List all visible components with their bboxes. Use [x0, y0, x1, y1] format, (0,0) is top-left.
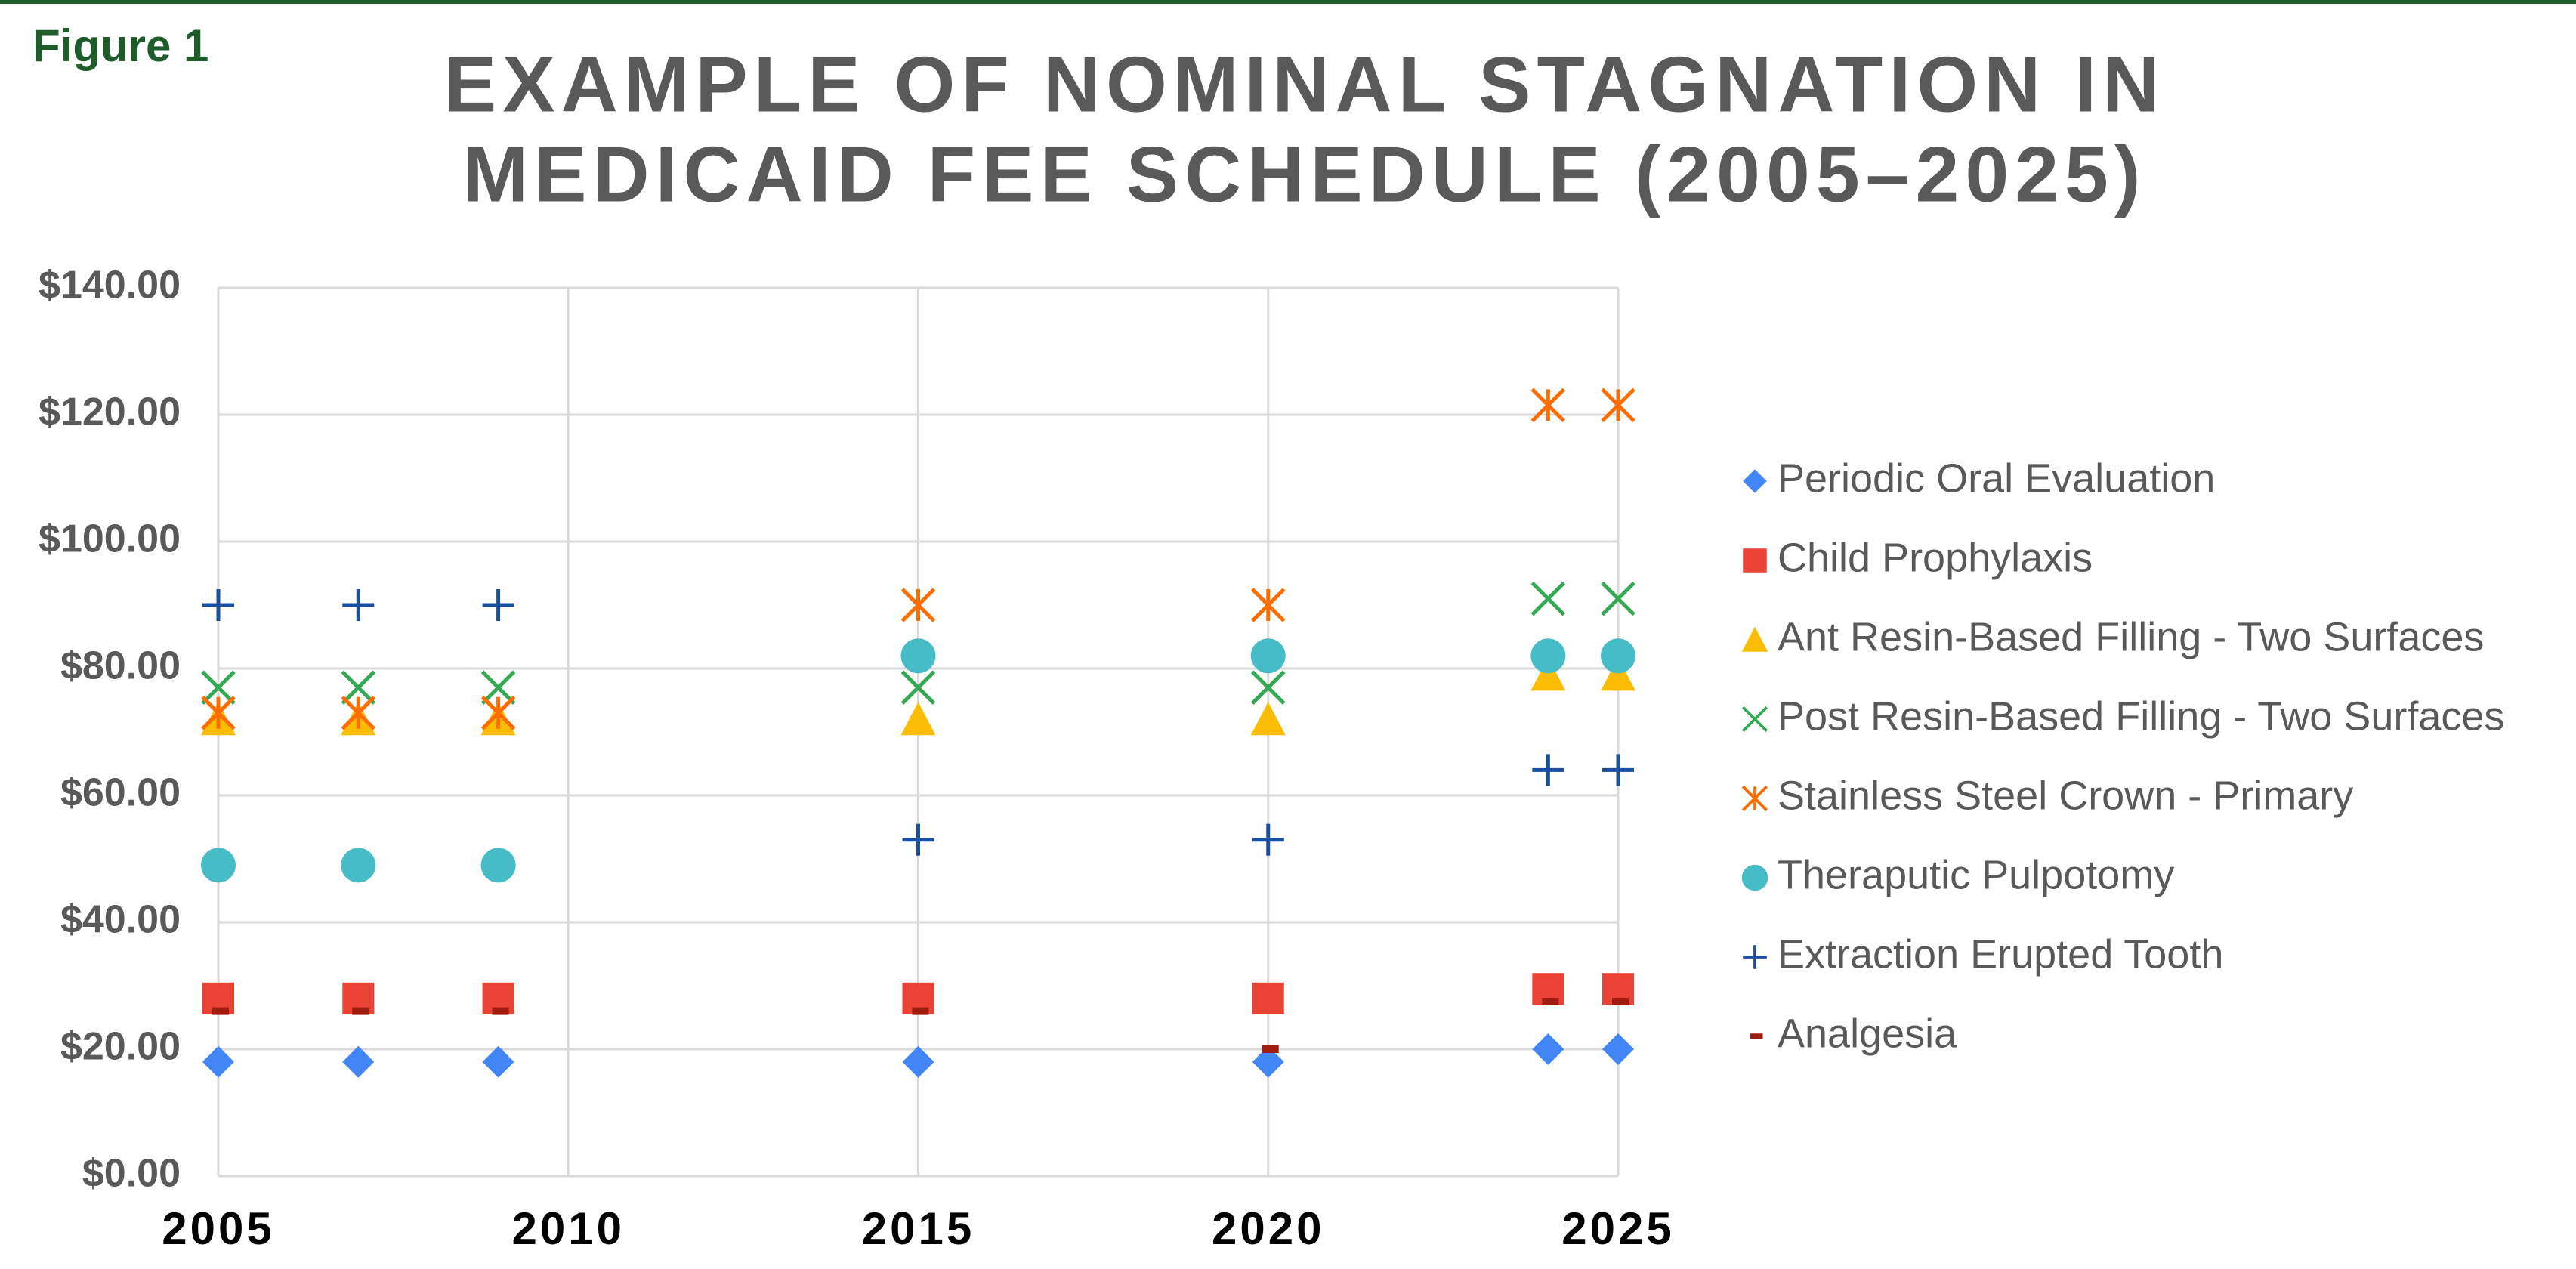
data-point [482, 1045, 514, 1078]
y-tick-label: $120.00 [39, 391, 181, 434]
y-tick-label: $80.00 [60, 644, 181, 688]
data-point [1530, 581, 1566, 616]
y-tick-label: $20.00 [60, 1025, 181, 1069]
legend-label: Child Prophylaxis [1778, 535, 2093, 580]
data-point [900, 670, 936, 705]
legend-marker [1741, 864, 1768, 891]
figure-label: Figure 1 [32, 20, 208, 71]
data-point [900, 702, 936, 736]
legend-marker [1741, 706, 1768, 733]
data-point [1532, 754, 1564, 786]
legend-label: Theraputic Pulpotomy [1778, 852, 2174, 897]
legend-label: Ant Resin-Based Filling - Two Surfaces [1778, 614, 2484, 659]
data-point [480, 696, 516, 730]
data-point [1262, 1045, 1279, 1053]
y-tick-label: $140.00 [39, 264, 181, 307]
legend-label: Post Resin-Based Filling - Two Surfaces [1778, 693, 2504, 739]
data-point [342, 1045, 375, 1078]
data-point [212, 1007, 229, 1015]
data-point [1601, 387, 1635, 423]
data-point [1250, 670, 1286, 705]
x-tick-label: 2015 [862, 1203, 974, 1254]
data-point [1612, 998, 1629, 1005]
x-tick-label: 2005 [162, 1203, 274, 1254]
y-tick-label: $60.00 [60, 771, 181, 815]
data-point [341, 848, 376, 883]
data-point [492, 1007, 509, 1015]
data-point [1252, 823, 1284, 856]
data-point [1530, 638, 1566, 674]
data-point [1601, 657, 1635, 691]
y-tick-label: $100.00 [39, 517, 181, 561]
data-point [341, 696, 376, 730]
legend-label: Analgesia [1778, 1011, 1957, 1056]
data-point [1250, 638, 1286, 674]
data-point [1252, 982, 1284, 1014]
data-point [900, 638, 936, 674]
data-point [1602, 754, 1634, 786]
data-point [202, 1045, 234, 1078]
data-point [352, 1007, 369, 1015]
legend-label: Periodic Oral Evaluation [1778, 455, 2215, 501]
chart-title: MEDICAID FEE SCHEDULE (2005–2025) [462, 131, 2146, 218]
data-point [341, 670, 376, 705]
data-point [912, 1007, 929, 1015]
y-tick-label: $40.00 [60, 898, 181, 942]
data-point [1542, 998, 1559, 1005]
data-point [201, 696, 236, 730]
legend-label: Extraction Erupted Tooth [1778, 931, 2223, 977]
x-tick-label: 2010 [512, 1203, 625, 1254]
legend-marker [1743, 469, 1767, 493]
legend-marker [1750, 1033, 1763, 1039]
data-point [201, 848, 236, 883]
data-point [1601, 581, 1635, 616]
data-point [1601, 638, 1635, 674]
x-tick-label: 2020 [1212, 1203, 1324, 1254]
data-point [1530, 657, 1566, 691]
data-point [1250, 702, 1286, 736]
data-point [1602, 1033, 1634, 1065]
legend-marker [1743, 945, 1767, 969]
y-tick-label: $0.00 [82, 1152, 181, 1196]
data-point [480, 670, 516, 705]
legend-marker [1741, 785, 1768, 812]
data-point [1530, 387, 1566, 423]
data-point [201, 670, 236, 705]
data-point [342, 589, 375, 621]
chart-title: EXAMPLE OF NOMINAL STAGNATION IN [444, 41, 2165, 128]
data-point [1252, 1045, 1284, 1078]
legend-label: Stainless Steel Crown - Primary [1778, 773, 2353, 818]
data-point [900, 588, 936, 622]
data-point [482, 589, 514, 621]
top-rule [0, 0, 2576, 4]
legend-marker [1743, 548, 1767, 573]
data-point [1532, 1033, 1564, 1065]
legend-marker [1741, 626, 1768, 652]
data-point [480, 848, 516, 883]
data-point [202, 589, 234, 621]
data-point [902, 1045, 934, 1078]
data-point [1250, 588, 1286, 622]
data-point [902, 823, 934, 856]
x-tick-label: 2025 [1561, 1203, 1674, 1254]
